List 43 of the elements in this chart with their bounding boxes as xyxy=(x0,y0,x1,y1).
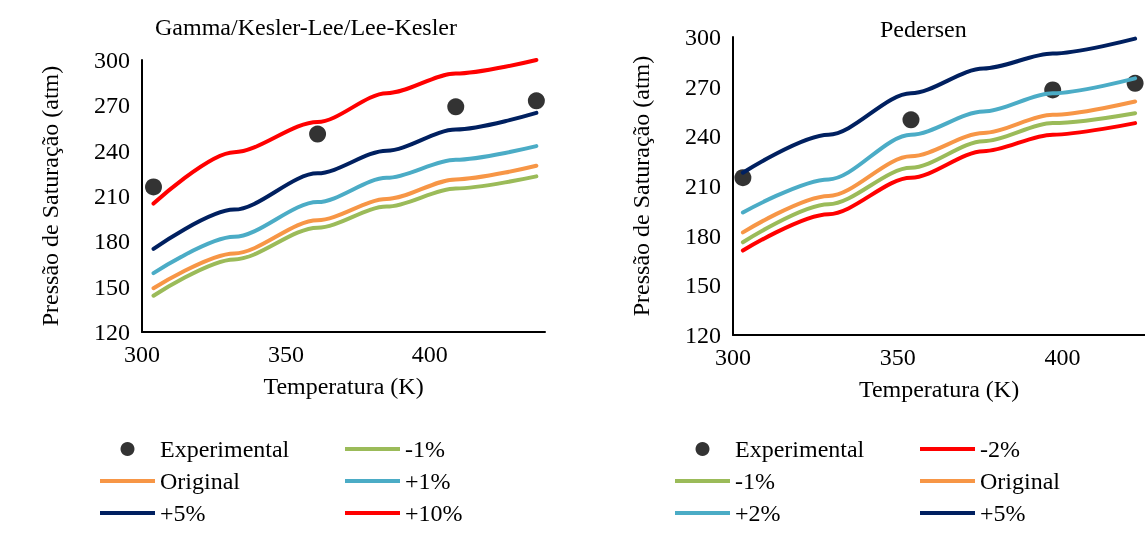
x-tick-label: 350 xyxy=(267,341,304,367)
y-tick-label: 270 xyxy=(685,73,721,100)
y-tick-label: 150 xyxy=(94,273,130,300)
legend-label: +2% xyxy=(735,500,781,526)
point xyxy=(145,178,163,196)
line-series xyxy=(151,144,539,276)
legend-label: Original xyxy=(980,468,1061,494)
y-tick-label: 210 xyxy=(685,173,721,199)
y-tick-label: 240 xyxy=(685,123,721,150)
legend-label: +5% xyxy=(160,500,206,526)
point xyxy=(902,111,920,129)
line-series xyxy=(151,110,539,251)
y-tick-label: 300 xyxy=(685,24,721,50)
point xyxy=(527,92,545,110)
legend-label: +10% xyxy=(405,500,463,526)
legend-label: -1% xyxy=(405,436,445,462)
y-axis-title: Pressão de Saturação (atm) xyxy=(37,65,63,327)
legend-label: Experimental xyxy=(160,436,290,462)
point xyxy=(309,125,327,143)
legend-label: +1% xyxy=(405,468,451,494)
legend-label: Original xyxy=(160,468,241,494)
y-tick-label: 180 xyxy=(685,222,721,249)
y-tick-label: 150 xyxy=(685,272,721,299)
x-tick-label: 400 xyxy=(1044,344,1081,370)
legend-label: Experimental xyxy=(735,436,865,462)
y-axis-title: Pressão de Saturação (atm) xyxy=(628,55,654,317)
y-tick-label: 180 xyxy=(94,228,130,255)
x-axis-title: Temperatura (K) xyxy=(263,373,424,399)
point xyxy=(447,98,465,116)
legend-label: -2% xyxy=(980,436,1020,462)
legend-label: -1% xyxy=(735,468,775,494)
x-tick-label: 400 xyxy=(411,341,448,367)
line-series xyxy=(740,99,1138,235)
y-tick-label: 300 xyxy=(94,47,130,73)
y-tick-label: 240 xyxy=(94,137,130,164)
y-tick-label: 270 xyxy=(94,92,130,119)
y-tick-label: 210 xyxy=(94,183,130,209)
line-series xyxy=(151,58,539,206)
x-tick-label: 350 xyxy=(879,344,916,370)
chart-title: Pedersen xyxy=(880,16,967,42)
x-axis-title: Temperatura (K) xyxy=(858,376,1020,402)
chart-title: Gamma/Kesler-Lee/Lee-Kesler xyxy=(155,14,458,40)
legend-label: +5% xyxy=(980,500,1026,526)
